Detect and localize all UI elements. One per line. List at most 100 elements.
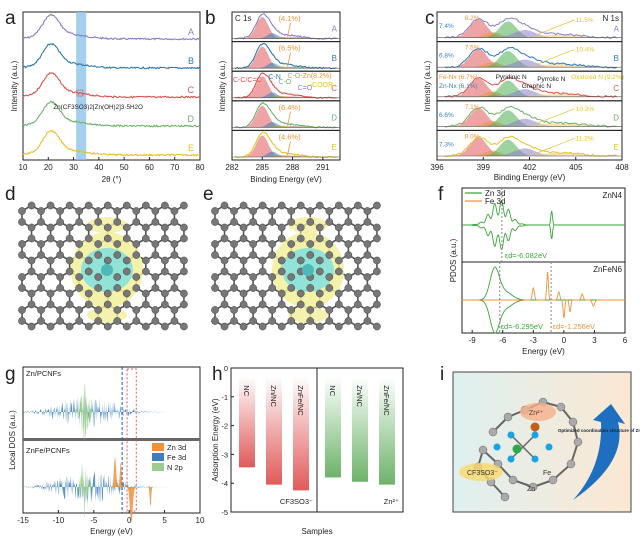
fit-peak (437, 32, 622, 38)
carbon-atom (211, 306, 219, 314)
series-label: A (188, 27, 194, 37)
c-o-zn-percent: (4.6%) (278, 132, 301, 141)
legend-label: Fe 3d (167, 453, 186, 462)
highlight-band (76, 12, 87, 160)
carbon-atom (249, 251, 257, 259)
carbon-atom (296, 234, 305, 243)
carbon-atom (180, 289, 188, 298)
carbon-atom (84, 267, 93, 276)
d-band-center-label: εd=-6.082eV (505, 251, 547, 260)
fit-peak (232, 135, 340, 157)
carbon-atom (334, 289, 343, 298)
fit-peak (437, 89, 622, 97)
fit-peak (232, 96, 340, 98)
fit-peak (437, 59, 622, 68)
subplot-title: ZnN4 (602, 191, 622, 200)
carbon-atom (94, 273, 103, 281)
carbon-atom (65, 289, 74, 298)
carbon-atom (306, 207, 315, 215)
carbon-atom (325, 207, 334, 215)
carbon-atom (211, 273, 219, 281)
series-label: E (188, 143, 194, 153)
carbon-atom (354, 289, 362, 298)
carbon-atom (249, 284, 257, 292)
peak-label: -COOR (310, 82, 333, 89)
carbon-atom (566, 459, 576, 469)
y-axis-label: Intensity (a.u.) (10, 60, 19, 111)
pyrrolic-n-label: Pyrrolic N (537, 76, 565, 83)
carbon-atom (75, 251, 84, 259)
panel-label: i (440, 364, 444, 385)
graphic-n-label: Graphic N (522, 83, 552, 90)
carbon-atom (113, 218, 122, 226)
x-axis-label: Samples (301, 527, 332, 536)
carbon-atom (277, 322, 286, 331)
carbon-atom (151, 317, 160, 325)
fe-label: Fe (543, 470, 551, 477)
carbon-atom (334, 267, 343, 276)
carbon-atom (84, 201, 93, 210)
panel-label: e (203, 184, 214, 205)
panel-e-structure (211, 201, 381, 331)
fit-peak (232, 155, 340, 157)
carbon-atom (230, 240, 238, 248)
carbon-atom (151, 306, 160, 314)
carbon-atom (18, 207, 26, 215)
carbon-atom (268, 251, 277, 259)
fe-nx-label: Fe-Nx (6.7%) (439, 74, 478, 81)
carbon-atom (170, 306, 179, 314)
xps-envelope (444, 135, 617, 158)
carbon-atom (249, 207, 257, 215)
carbon-atom (230, 306, 238, 314)
carbon-atom (315, 322, 324, 331)
fe-nx-percent: 7.5% (465, 45, 480, 52)
fit-peak (232, 125, 340, 128)
carbon-atom (373, 322, 381, 331)
carbon-atom (103, 223, 112, 232)
series-label: B (614, 54, 619, 63)
carbon-atom (344, 251, 353, 259)
carbon-atom (75, 207, 84, 215)
carbon-atom (249, 218, 257, 226)
carbon-atom (170, 317, 179, 325)
carbon-atom (220, 256, 229, 265)
carbon-atom (258, 201, 267, 210)
carbon-atom (56, 273, 64, 281)
carbon-atom (113, 284, 122, 292)
carbon-atom (37, 218, 45, 226)
carbon-atom (258, 289, 267, 298)
x-axis-label: Energy (eV) (522, 347, 565, 356)
carbon-atom (306, 251, 315, 259)
carbon-atom (211, 207, 219, 215)
carbon-atom (65, 201, 74, 210)
carbon-atom (287, 306, 296, 314)
zn-nx-percent: 6.6% (439, 112, 454, 119)
x-tick-label: 6 (623, 336, 628, 345)
panel-i-schematic: Zn²⁺ CF3SO3⁻ Fe Zn Optimized coordination st… (452, 371, 640, 513)
carbon-atom (503, 412, 513, 422)
carbon-atom (220, 267, 229, 276)
carbon-atom (306, 306, 315, 314)
series-label: E (332, 143, 337, 152)
axes-frame (461, 187, 626, 334)
carbon-atom (37, 284, 45, 292)
c-o-zn-percent: (6.4%) (278, 103, 301, 112)
carbon-atom (94, 284, 103, 292)
carbon-atom (170, 284, 179, 292)
pointer (537, 108, 575, 124)
fit-peak (437, 61, 622, 68)
carbon-atom (306, 240, 315, 248)
x-tick-label: 0 (562, 336, 567, 345)
d-band-center-label: εd=-6.295eV (501, 322, 543, 331)
carbon-atom (94, 317, 103, 325)
carbon-atom (132, 273, 141, 281)
x-tick-label: 399 (477, 163, 491, 172)
carbon-atom (84, 300, 93, 309)
x-tick-label: -5 (90, 516, 98, 525)
xrd-line-C (22, 71, 201, 99)
x-tick-label: 30 (69, 163, 78, 172)
highlight-box (126, 368, 137, 512)
series-label: E (614, 143, 619, 152)
carbon-atom (296, 201, 305, 210)
